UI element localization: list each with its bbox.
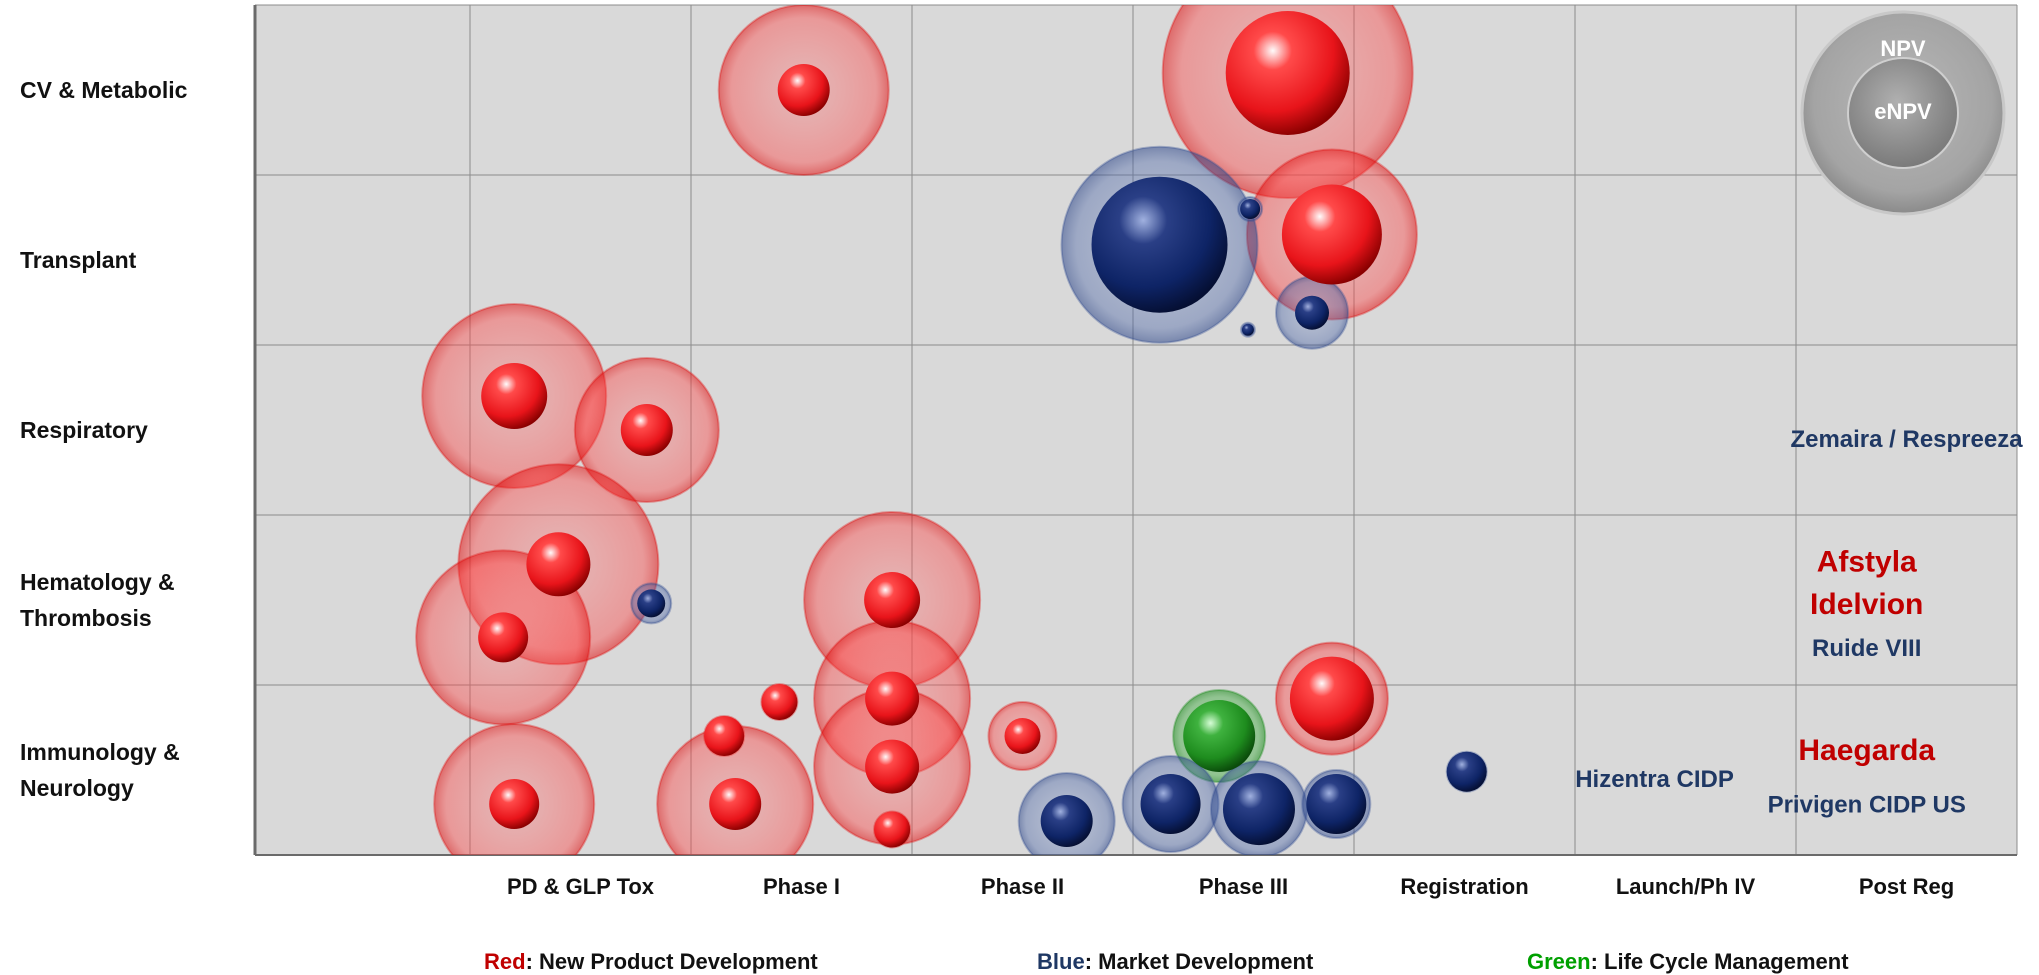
bubble-enpv-market [1446,751,1487,792]
bubble-enpv-market [1091,176,1228,313]
bubble-enpv-market [1040,795,1093,847]
product-label: Idelvion [1810,588,1923,621]
product-label: Ruide VIII [1812,635,1921,662]
bubble-enpv-new [1225,11,1350,135]
row-label: Respiratory [20,417,148,443]
legend-key: Green [1527,949,1591,974]
size-key: NPV eNPV [1800,10,2006,216]
bubble-enpv-market [1295,295,1330,330]
row-label: Thrombosis [20,605,152,631]
legend: Red: New Product Development Blue: Market… [484,949,1849,974]
bubble-enpv-market [1241,323,1254,336]
legend-key: Blue [1037,949,1085,974]
bubble-enpv-market [1240,199,1261,219]
bubble-enpv-new [620,404,673,456]
column-label: PD & GLP Tox [507,874,655,899]
row-labels: CV & Metabolic Transplant Respiratory Hemat… [20,77,188,801]
bubble-enpv-new [481,363,548,429]
bubble-enpv-new [478,612,529,663]
product-label: Afstyla [1817,545,1917,578]
bubble-enpv-new [777,64,830,116]
column-label: Post Reg [1859,874,1954,899]
bubble-enpv-new [1004,718,1041,754]
bubble-enpv-new [864,572,921,628]
legend-desc: : Life Cycle Management [1591,949,1850,974]
bubble-enpv-market [637,589,666,618]
column-label: Registration [1400,874,1528,899]
column-label: Phase I [763,874,840,899]
legend-desc: : Market Development [1085,949,1314,974]
row-label: Hematology & [20,569,175,595]
size-key-inner-label: eNPV [1874,99,1932,124]
legend-key: Red [484,949,526,974]
legend-item-lcm: Green: Life Cycle Management [1527,949,1849,974]
bubble-enpv-new [526,532,591,597]
column-labels: PD & GLP Tox Phase I Phase II Phase III Regi… [507,874,1954,899]
product-labels: Zemaira / Respreeza Afstyla Idelvion Ruide … [1575,426,2023,819]
legend-item-new: Red: New Product Development [484,949,818,974]
bubble-enpv-market [1140,774,1201,834]
size-key-inner-circle [1847,57,1959,169]
row-label: CV & Metabolic [20,77,188,103]
bubble-enpv-lcm [1183,700,1256,772]
product-label: Privigen CIDP US [1768,791,1966,818]
bubble-enpv-new [874,811,911,848]
bubble-enpv-new [865,671,920,726]
bubble-enpv-new [1289,656,1374,741]
bubble-enpv-new [704,716,745,756]
legend-desc: : New Product Development [526,949,819,974]
column-label: Phase III [1199,874,1288,899]
bubble-enpv-new [865,739,920,794]
size-key-outer-label: NPV [1880,36,1926,61]
row-label: Immunology & [20,739,180,765]
enpv-spheres [478,11,1487,848]
bubble-enpv-new [1281,184,1382,285]
column-label: Launch/Ph IV [1616,874,1756,899]
product-label: Haegarda [1798,734,1935,767]
bubble-enpv-new [489,779,540,829]
legend-item-market: Blue: Market Development [1037,949,1314,974]
column-label: Phase II [981,874,1064,899]
product-label: Hizentra CIDP [1575,766,1734,793]
product-label: Zemaira / Respreeza [1790,426,2023,453]
bubble-enpv-market [1306,774,1367,834]
bubble-enpv-new [761,684,798,720]
bubble-enpv-new [709,778,762,830]
bubble-enpv-market [1222,773,1295,846]
row-label: Neurology [20,775,134,801]
row-label: Transplant [20,247,137,273]
